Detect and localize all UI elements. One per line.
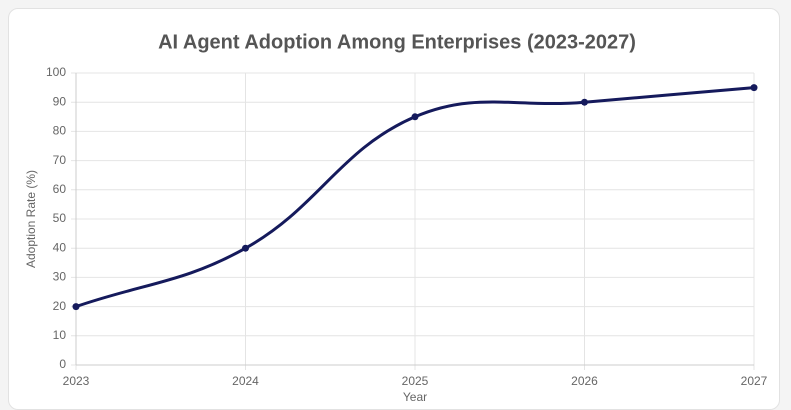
x-tick-label: 2025 [402,374,429,388]
y-tick-label: 100 [46,65,66,79]
x-tick-label: 2024 [232,374,259,388]
y-tick-label: 30 [53,270,67,284]
chart-title: AI Agent Adoption Among Enterprises (202… [158,31,636,53]
y-tick-label: 0 [59,357,66,371]
chart-card [8,8,780,410]
point [750,84,758,92]
point [411,113,419,121]
y-tick-label: 60 [53,182,67,196]
point [72,303,80,311]
x-axis-label: Year [403,390,427,401]
x-tick-label: 2027 [741,374,768,388]
point [581,98,588,106]
page: {"chart_data": {"type": "line", "title":… [8,8,780,410]
y-tick-label: 40 [53,240,67,254]
y-tick-label: 10 [53,328,67,342]
y-tick-label: 70 [53,153,67,167]
x-tick-label: 2026 [571,374,598,388]
y-axis-label: Adoption Rate (%) [24,170,38,268]
y-tick-label: 90 [53,94,67,108]
y-tick-label: 80 [53,124,67,138]
x-tick-label: 2023 [63,374,90,388]
y-tick-label: 50 [53,211,67,225]
y-tick-label: 20 [53,299,67,313]
chart: AI Agent Adoption Among Enterprises (202… [24,31,768,401]
point [242,244,249,252]
